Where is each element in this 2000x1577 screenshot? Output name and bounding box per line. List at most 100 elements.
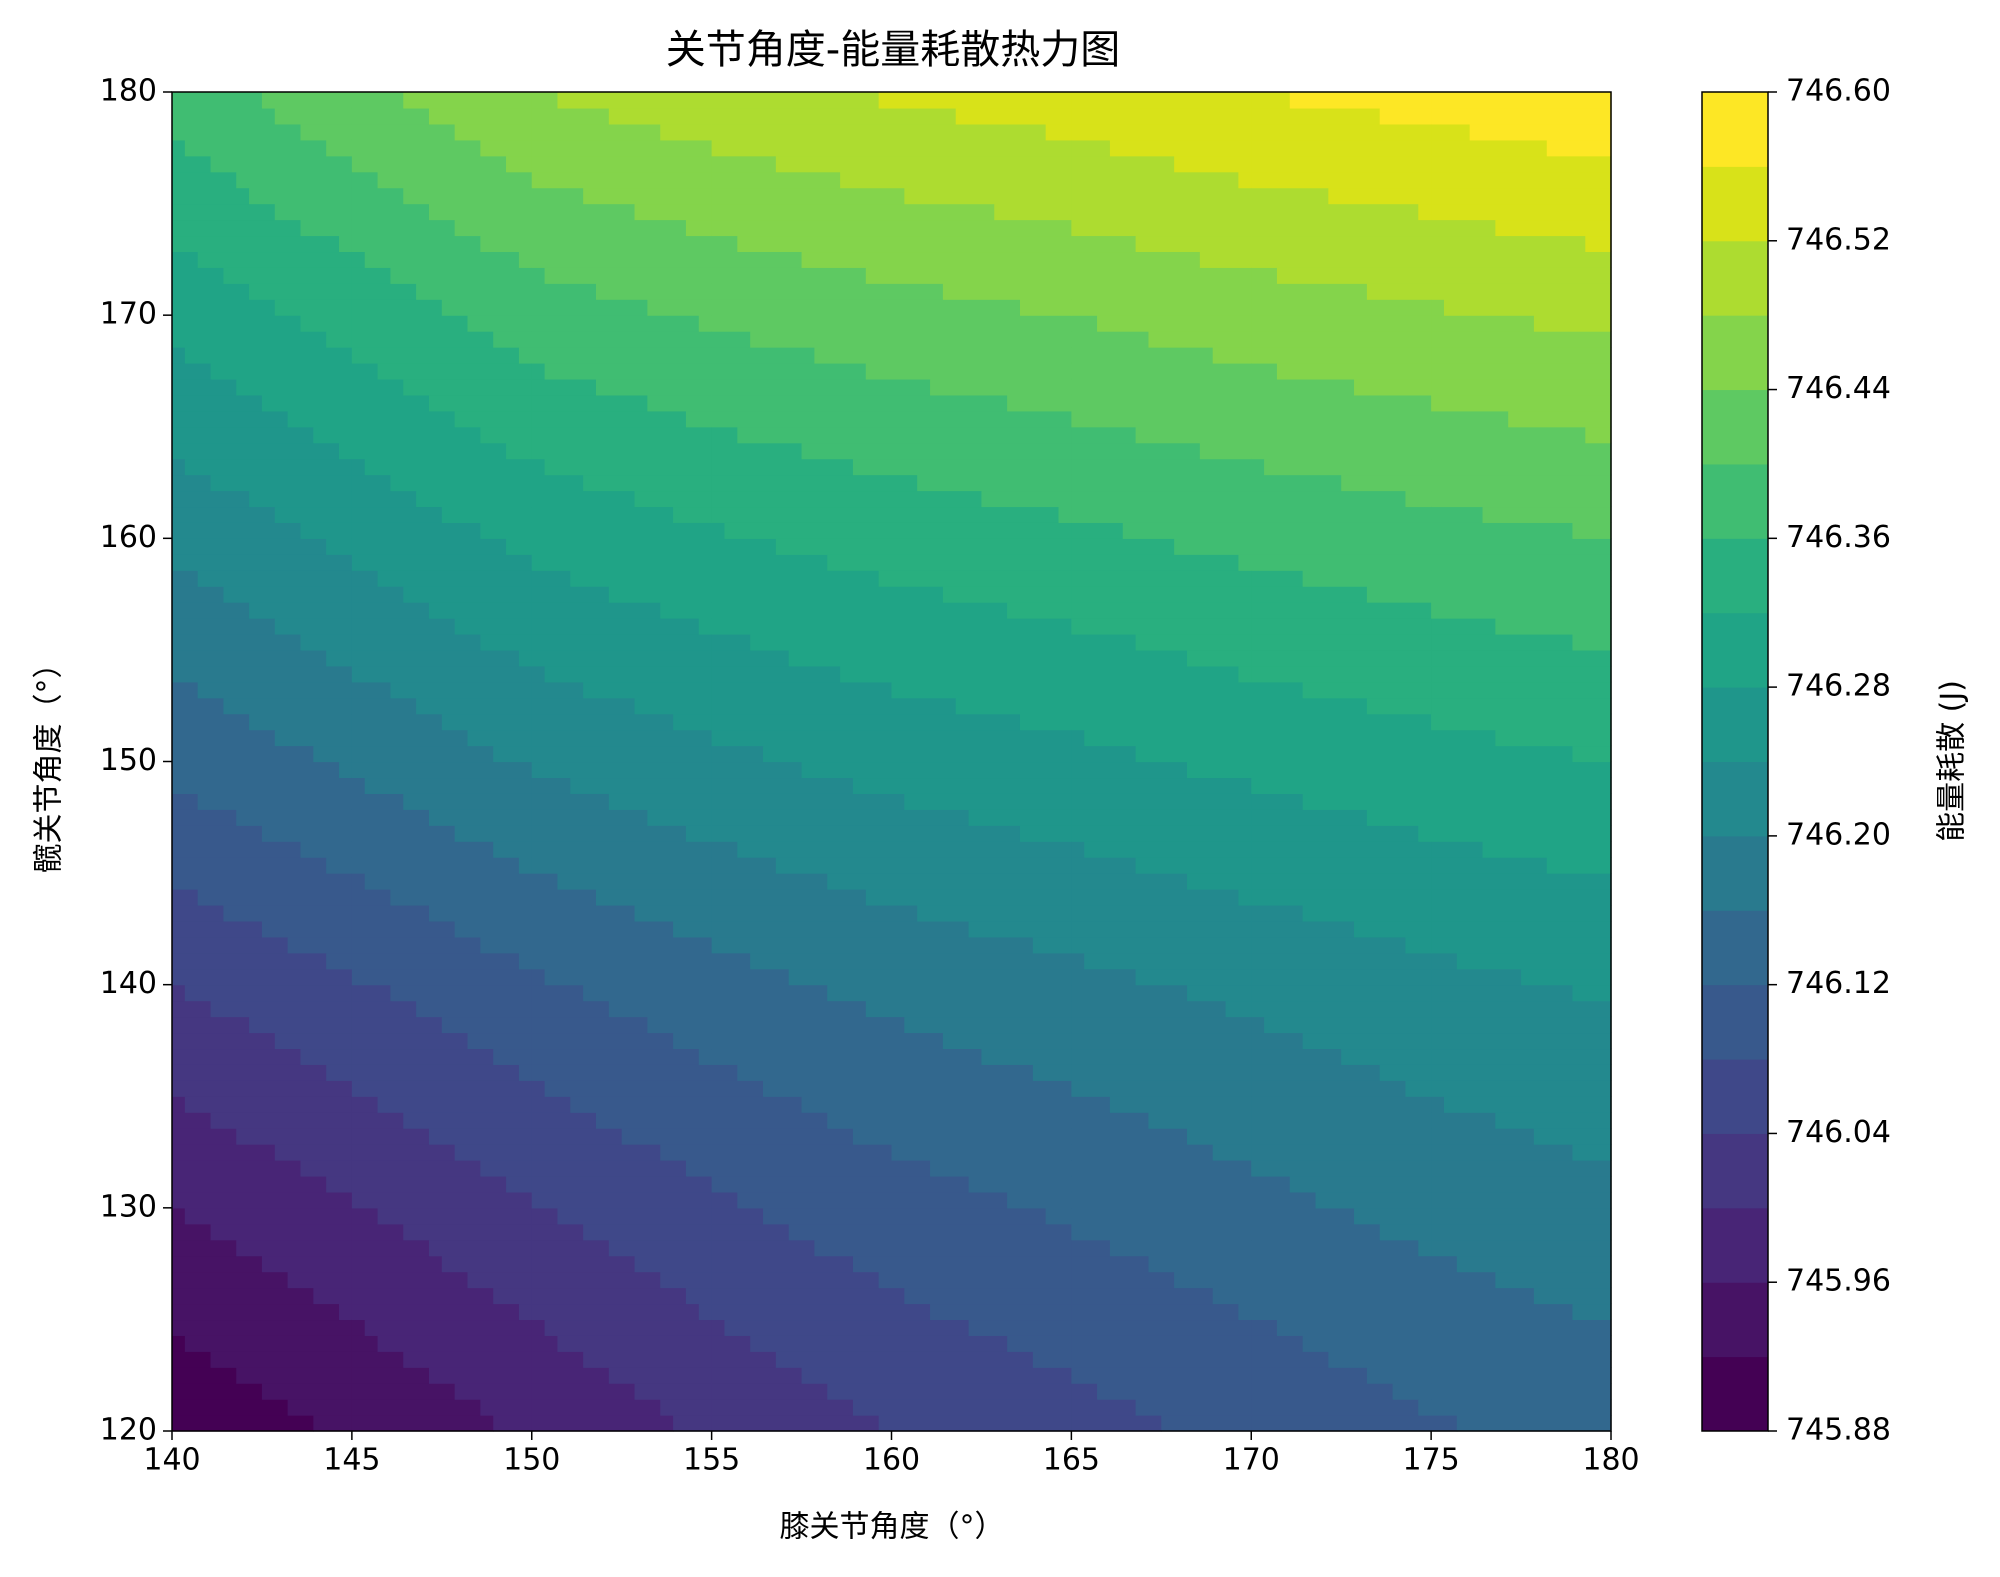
contour-cell <box>300 633 353 651</box>
contour-cell <box>518 1303 533 1321</box>
contour-cell <box>1251 841 1432 858</box>
contour-cell <box>1071 490 1252 508</box>
contour-cell <box>531 793 610 810</box>
contour-cell <box>1251 713 1432 731</box>
contour-cell <box>351 586 404 603</box>
contour-cell <box>1251 1239 1419 1257</box>
contour-cell <box>711 1016 893 1034</box>
contour-cell <box>891 235 1072 253</box>
contour-cell <box>339 442 353 460</box>
contour-cell <box>351 1415 494 1432</box>
contour-cell <box>1431 1223 1612 1241</box>
contour-cell <box>261 394 353 412</box>
contour-cell <box>300 1048 353 1065</box>
contour-cell <box>454 825 533 842</box>
contour-cell <box>1071 554 1240 571</box>
contour-cell <box>1431 1048 1612 1065</box>
contour-cell <box>1251 1223 1381 1241</box>
colorbar-band <box>1702 538 1768 614</box>
contour-cell <box>172 809 237 826</box>
contour-cell <box>172 1080 353 1097</box>
contour-cell <box>531 139 713 157</box>
contour-cell <box>1071 426 1137 444</box>
contour-cell <box>531 155 713 173</box>
contour-cell <box>711 889 867 906</box>
contour-cell <box>351 1223 404 1241</box>
contour-cell <box>531 761 713 779</box>
contour-cell <box>351 904 430 922</box>
contour-cell <box>351 235 481 253</box>
contour-cell <box>351 378 404 396</box>
contour-cell <box>351 1048 494 1065</box>
contour-cell <box>1251 968 1432 986</box>
contour-cell <box>531 442 713 460</box>
contour-cell <box>1071 1319 1252 1336</box>
contour-cell <box>172 1032 276 1050</box>
contour-cell <box>930 378 1072 396</box>
contour-cell <box>1007 602 1072 619</box>
contour-cell <box>711 506 893 523</box>
contour-cell <box>1289 1175 1432 1193</box>
contour-cell <box>531 299 648 316</box>
contour-cell <box>1366 809 1432 826</box>
contour-cell <box>1251 203 1419 221</box>
contour-cell <box>1431 602 1612 619</box>
contour-cell <box>351 1255 443 1273</box>
contour-cell <box>1071 904 1252 922</box>
contour-cell <box>647 809 713 826</box>
contour-cell <box>711 107 893 125</box>
contour-cell <box>172 458 186 476</box>
contour-cell <box>172 267 224 284</box>
contour-cell <box>557 1335 713 1352</box>
y-tick-label: 140 <box>100 966 157 1001</box>
contour-cell <box>891 1255 1072 1273</box>
contour-cell <box>531 331 713 348</box>
contour-cell <box>865 889 893 906</box>
contour-cell <box>326 857 353 874</box>
contour-cell <box>351 1016 443 1034</box>
colorbar-band <box>1702 1059 1768 1134</box>
contour-cell <box>531 283 597 300</box>
contour-cell <box>608 107 713 125</box>
contour-cell <box>172 952 327 970</box>
contour-cell <box>1431 1175 1612 1193</box>
contour-cell <box>1251 442 1432 460</box>
contour-cell <box>711 394 893 412</box>
contour-cell <box>351 633 481 651</box>
contour-cell <box>531 1255 636 1273</box>
contour-cell <box>891 1271 1072 1289</box>
contour-cell <box>1289 92 1432 109</box>
contour-cell <box>878 570 893 587</box>
contour-cell <box>1071 777 1252 794</box>
contour-cell <box>506 155 533 173</box>
contour-cell <box>1187 873 1252 890</box>
contour-cell <box>1071 857 1137 874</box>
colorbar-band <box>1702 92 1768 167</box>
contour-cell <box>711 267 867 284</box>
contour-cell <box>1276 362 1432 380</box>
contour-cell <box>711 235 738 253</box>
contour-cell <box>351 442 507 460</box>
contour-cell <box>673 920 713 938</box>
contour-cell <box>531 538 713 555</box>
contour-cell <box>1431 362 1612 380</box>
contour-cell <box>1431 171 1612 189</box>
contour-cell <box>1431 554 1612 571</box>
contour-cell <box>685 825 713 842</box>
contour-cell <box>1071 761 1188 779</box>
contour-cell <box>326 649 353 667</box>
contour-cell <box>1084 952 1252 970</box>
colorbar-tick-label: 746.60 <box>1786 74 1891 109</box>
contour-cell <box>904 1016 1072 1034</box>
contour-cell <box>428 809 533 826</box>
contour-cell <box>1148 1112 1252 1129</box>
contour-cell <box>1533 1287 1612 1305</box>
contour-cell <box>172 984 186 1002</box>
contour-cell <box>1032 1351 1072 1368</box>
contour-cell <box>480 426 533 444</box>
contour-cell <box>1431 745 1574 763</box>
contour-cell <box>891 649 1072 667</box>
contour-cell <box>1379 1064 1432 1081</box>
contour-cell <box>711 1271 880 1289</box>
contour-cell <box>351 171 379 189</box>
